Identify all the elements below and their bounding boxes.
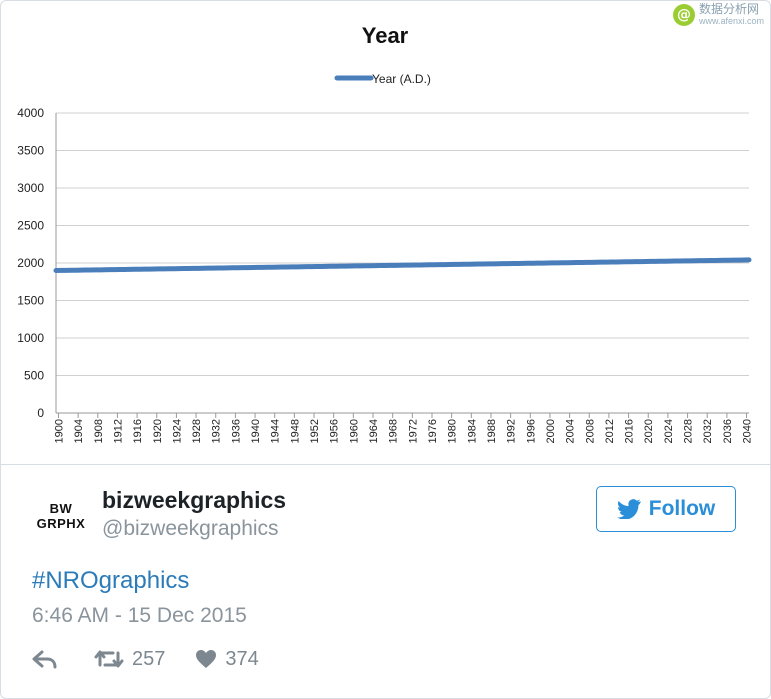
y-tick-label: 4000 [17,106,44,120]
x-tick-label: 1932 [211,419,223,443]
series-line-year-ad [53,257,752,273]
reply-button[interactable] [32,649,58,669]
x-tick-label: 1980 [447,419,459,443]
x-tick-label: 1908 [93,419,105,443]
x-tick-label: 2036 [722,419,734,443]
chart-title: Year [362,23,409,48]
x-tick-label: 1928 [191,419,203,443]
retweet-count: 257 [132,647,166,670]
follow-button[interactable]: Follow [596,486,736,532]
heart-icon [196,650,217,668]
reply-icon [32,650,57,669]
x-tick-label: 2024 [663,419,675,443]
y-tick-label: 2500 [17,219,44,233]
x-tick-label: 1992 [506,419,518,443]
x-tick-label: 1996 [525,419,537,443]
x-tick-label: 1900 [53,419,65,443]
y-tick-label: 500 [24,369,44,383]
watermark-cn-text: 数据分析网 [698,2,759,16]
y-tick-label: 3500 [17,144,44,158]
x-tick-label: 2000 [545,419,557,443]
y-tick-label: 3000 [17,181,44,195]
y-tick-label: 1000 [17,331,44,345]
retweet-button[interactable]: 257 [94,648,165,671]
x-tick-label: 1956 [329,419,341,443]
twitter-bird-icon [616,499,641,519]
y-tick-label: 0 [37,406,44,420]
line-chart: Year Year (A.D.) 0 500 1000 1500 2000 2500 3000 3… [17,23,754,443]
like-count: 374 [225,647,259,670]
x-tick-label: 1936 [230,419,242,443]
x-tick-label: 1960 [348,419,360,443]
x-tick-label: 1904 [73,419,85,443]
legend-label: Year (A.D.) [372,72,431,86]
x-tick-label: 2020 [643,419,655,443]
y-tick-label: 1500 [17,294,44,308]
x-tick-label: 1916 [132,419,144,443]
x-tick-label: 1920 [152,419,164,443]
hashtag-link[interactable]: #NROgraphics [32,567,190,594]
follow-label: Follow [648,497,716,520]
x-tick-label: 1912 [112,419,124,443]
watermark-logo-icon: @ [672,3,695,26]
x-tick-label: 2012 [604,419,616,443]
x-tick-label: 1948 [289,419,301,443]
watermark: @ 数据分析网 www.afenxi.com [672,2,764,26]
x-tick-label: 1964 [368,419,380,443]
user-handle[interactable]: @bizweekgraphics [102,517,279,540]
display-name[interactable]: bizweekgraphics [102,487,287,513]
avatar[interactable]: BW GRPHX [32,493,90,539]
x-tick-label: 2008 [584,419,596,443]
x-tick-label: 1968 [388,419,400,443]
y-tick-label: 2000 [17,256,44,270]
chart-image[interactable]: Year Year (A.D.) 0 500 1000 1500 2000 2500 3000 3… [1,1,770,465]
avatar-line1: BW [49,501,73,516]
tweet-timestamp[interactable]: 6:46 AM - 15 Dec 2015 [32,604,247,627]
x-tick-label: 1924 [171,419,183,443]
x-tick-label: 1952 [309,419,321,443]
x-tick-label: 2028 [683,419,695,443]
x-tick-label: 2032 [702,419,714,443]
like-button[interactable]: 374 [195,647,259,671]
watermark-url-text: www.afenxi.com [698,16,764,26]
avatar-line2: GRPHX [36,516,86,531]
x-tick-label: 1940 [250,419,262,443]
x-tick-label: 1976 [427,419,439,443]
retweet-icon [94,650,124,668]
x-tick-label: 2040 [742,419,754,443]
x-tick-label: 1988 [486,419,498,443]
x-tick-label: 2016 [624,419,636,443]
x-tick-label: 1972 [407,419,419,443]
x-tick-label: 1944 [270,419,282,443]
x-tick-label: 2004 [565,419,577,443]
tweet-actions: 257 374 [32,644,259,674]
x-tick-label: 1984 [466,419,478,443]
